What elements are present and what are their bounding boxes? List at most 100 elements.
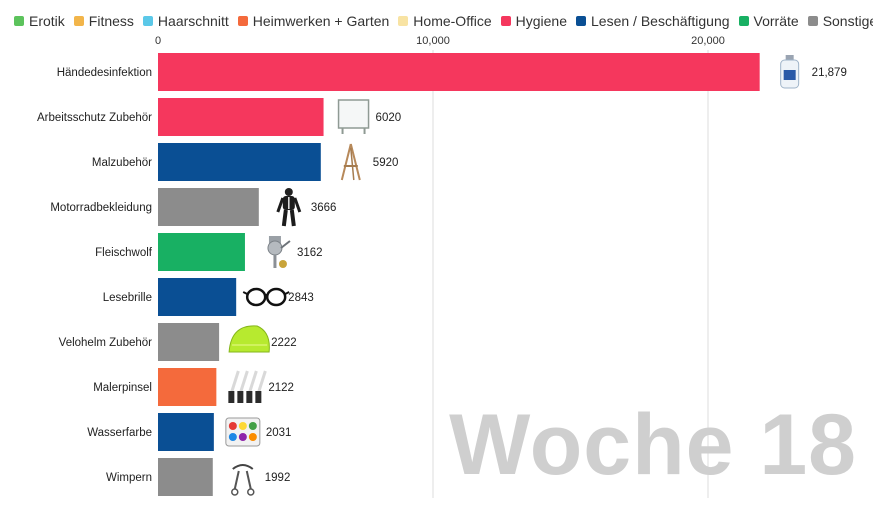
legend-swatch xyxy=(73,16,84,26)
easel-icon-leg xyxy=(349,143,361,181)
paint-brushes-icon-handle xyxy=(247,370,258,394)
watercolor-set-icon-pan xyxy=(238,422,247,430)
motorcycle-suit-icon-arm xyxy=(293,197,302,213)
legend-item: Vorräte xyxy=(738,13,799,29)
meat-grinder-icon xyxy=(267,240,283,256)
week-watermark: Woche 18 xyxy=(449,397,857,493)
meat-grinder-icon-hopper xyxy=(268,236,281,244)
legend-swatch xyxy=(237,16,248,26)
legend-label: Lesen / Beschäftigung xyxy=(591,13,730,29)
value-label: 2031 xyxy=(266,427,292,439)
legend-swatch xyxy=(142,16,153,26)
eyelash-curler-icon xyxy=(231,464,255,496)
legend-item: Lesen / Beschäftigung xyxy=(576,13,730,29)
bar xyxy=(158,98,324,136)
category-label: Malerpinsel xyxy=(93,382,152,394)
category-label: Velohelm Zubehör xyxy=(59,337,153,349)
bar xyxy=(158,53,760,91)
bar xyxy=(158,278,237,316)
bar xyxy=(158,368,217,406)
legend-label: Heimwerken + Garten xyxy=(252,13,390,29)
category-label: Händedesinfektion xyxy=(57,67,152,79)
bar xyxy=(158,458,213,496)
motorcycle-suit-icon-head xyxy=(284,188,293,196)
reading-glasses-icon-temple xyxy=(284,291,290,295)
value-label: 21,879 xyxy=(812,67,847,79)
watercolor-set-icon-pan xyxy=(248,422,257,430)
legend-swatch xyxy=(576,16,586,26)
reading-glasses-icon xyxy=(242,287,290,307)
legend-swatch xyxy=(807,16,818,26)
helmet-cover-icon xyxy=(228,325,270,353)
motorcycle-suit-icon xyxy=(276,188,302,227)
x-tick-label: 0 xyxy=(155,35,161,47)
value-label: 5920 xyxy=(373,157,399,169)
eyelash-curler-icon-loop xyxy=(231,488,239,496)
paint-brushes-icon-handle xyxy=(238,370,249,394)
legend-item: Home-Office xyxy=(398,13,492,29)
x-tick-label: 10,000 xyxy=(416,35,450,47)
legend-label: Hygiene xyxy=(515,13,567,29)
legend-item: Erotik xyxy=(14,13,65,29)
category-label: Wasserfarbe xyxy=(87,427,152,439)
watercolor-set-icon-pan xyxy=(248,433,257,441)
legend-label: Vorräte xyxy=(753,13,799,29)
legend-label: Haarschnitt xyxy=(157,13,229,29)
reading-glasses-icon xyxy=(245,287,267,307)
sanitizer-bottle-icon-pump xyxy=(785,55,794,60)
reading-glasses-icon-lens xyxy=(265,287,287,307)
bar xyxy=(158,143,321,181)
paint-brushes-icon xyxy=(228,370,267,403)
watercolor-set-icon xyxy=(225,417,261,447)
eyelash-curler-icon-loop xyxy=(247,488,255,496)
legend-label: Sonstiges xyxy=(822,13,873,29)
value-label: 3666 xyxy=(311,202,337,214)
meat-grinder-icon-handle xyxy=(280,240,291,249)
sanitizer-bottle-icon xyxy=(780,55,800,89)
paint-brushes-icon-handle xyxy=(229,370,240,394)
motorcycle-suit-icon-arm xyxy=(276,197,285,213)
eyelash-curler-icon-arm xyxy=(233,470,240,490)
legend: Erotik Fitness Haarschnitt Heimwerken + Gar… xyxy=(14,11,873,31)
category-label: Lesebrille xyxy=(103,292,152,304)
category-label: Fleischwolf xyxy=(95,247,153,259)
paint-brushes-icon xyxy=(255,391,262,403)
value-label: 3162 xyxy=(297,247,323,259)
value-label: 6020 xyxy=(376,112,402,124)
protective-screen-icon xyxy=(337,99,370,129)
legend-label: Fitness xyxy=(88,13,134,29)
bar xyxy=(158,233,245,271)
category-label: Malzubehör xyxy=(92,157,152,169)
meat-grinder-icon xyxy=(267,236,291,268)
legend-label: Erotik xyxy=(29,13,65,29)
watercolor-set-icon-pan xyxy=(228,422,237,430)
reading-glasses-icon-temple xyxy=(242,291,248,295)
value-label: 2122 xyxy=(268,382,294,394)
easel-icon xyxy=(340,143,361,181)
legend-swatch xyxy=(398,16,409,26)
paint-brushes-icon xyxy=(246,391,253,403)
legend-item: Sonstiges xyxy=(807,13,873,29)
legend-swatch xyxy=(500,16,511,26)
category-label: Arbeitsschutz Zubehör xyxy=(37,112,152,124)
eyelash-curler-icon-arm xyxy=(245,470,252,490)
protective-screen-icon xyxy=(337,99,370,134)
value-label: 1992 xyxy=(265,472,291,484)
paint-brushes-icon-handle xyxy=(256,370,267,394)
legend-item: Fitness xyxy=(73,13,134,29)
easel-icon-leg xyxy=(350,147,355,181)
paint-brushes-icon xyxy=(237,391,244,403)
eyelash-curler-icon xyxy=(232,464,254,470)
motorcycle-suit-icon-leg xyxy=(281,209,288,227)
value-label: 2222 xyxy=(271,337,297,349)
category-label: Wimpern xyxy=(106,472,152,484)
bar xyxy=(158,188,259,226)
watercolor-set-icon-pan xyxy=(238,433,247,441)
legend-item: Heimwerken + Garten xyxy=(237,13,390,29)
legend-swatch xyxy=(14,16,24,26)
legend-label: Home-Office xyxy=(413,13,492,29)
paint-brushes-icon xyxy=(228,391,235,403)
category-label: Motorradbekleidung xyxy=(50,202,152,214)
motorcycle-suit-icon-leg xyxy=(289,209,296,227)
